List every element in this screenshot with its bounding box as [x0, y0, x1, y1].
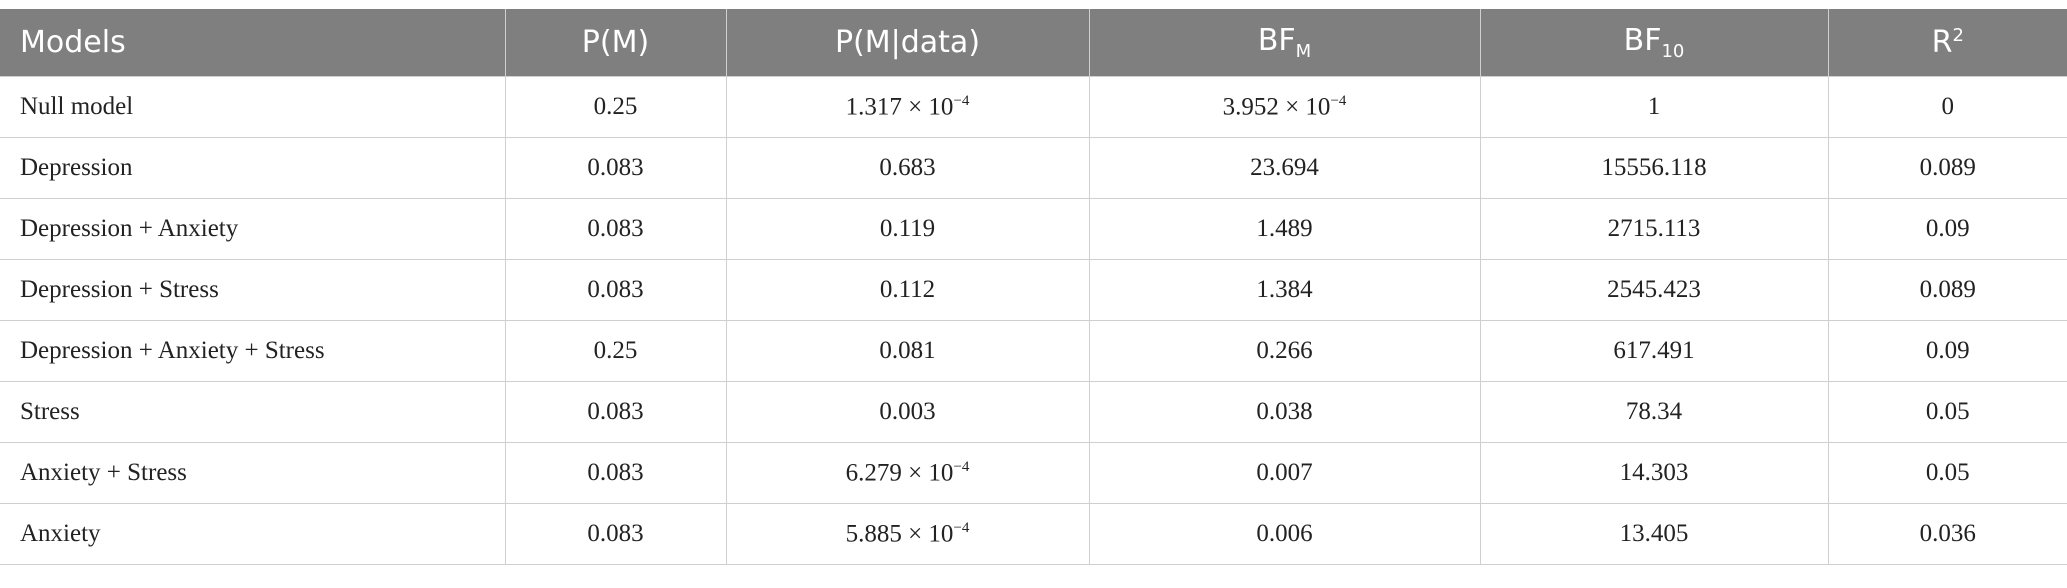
cell-text: 5.885 × 10	[845, 520, 954, 548]
table-cell: 1.489	[1088, 198, 1481, 260]
superscript: −4	[953, 519, 970, 536]
table-cell: 0.038	[1088, 381, 1481, 443]
superscript: 2	[1952, 25, 1964, 46]
superscript: −4	[953, 92, 970, 109]
column-header: BFM	[1089, 9, 1481, 77]
table-cell: 15556.118	[1479, 137, 1829, 199]
table-cell: 0.081	[725, 320, 1090, 382]
cell-text: 1.317 × 10	[845, 93, 954, 121]
table-cell: 5.885 × 10−4	[725, 503, 1090, 565]
table-cell: 78.34	[1479, 381, 1829, 443]
cell-text: R	[1931, 25, 1953, 60]
table-cell: 0.09	[1827, 320, 2067, 382]
model-name: Depression + Stress	[0, 259, 506, 321]
table-cell: 0.25	[504, 320, 727, 382]
model-name: Depression	[0, 137, 506, 199]
cell-text: 3.952 × 10	[1222, 93, 1331, 121]
table-row: Anxiety 0.083 5.885 × 10−4 0.006 13.405 0.036	[0, 503, 2067, 565]
cell-text: 6.279 × 10	[845, 459, 954, 487]
table-cell: 2545.423	[1479, 259, 1829, 321]
column-header: BF10	[1480, 9, 1829, 77]
model-name: Null model	[0, 76, 506, 138]
table-row: Depression + Anxiety 0.083 0.119 1.489 2715.…	[0, 198, 2067, 260]
table-cell: 6.279 × 10−4	[725, 442, 1090, 504]
table-cell: 0.112	[725, 259, 1090, 321]
table-cell: 1.317 × 10−4	[725, 76, 1090, 138]
column-header: P(M)	[505, 9, 727, 77]
table-cell: 0.119	[725, 198, 1090, 260]
superscript: −4	[953, 458, 970, 475]
column-header: P(M|data)	[726, 9, 1090, 77]
table-row: Anxiety + Stress 0.083 6.279 × 10−4 0.007 14…	[0, 442, 2067, 504]
table-cell: 0.266	[1088, 320, 1481, 382]
model-name: Anxiety	[0, 503, 506, 565]
table-cell: 14.303	[1479, 442, 1829, 504]
table-cell: 0.036	[1827, 503, 2067, 565]
table-cell: 0	[1827, 76, 2067, 138]
table-cell: 0.09	[1827, 198, 2067, 260]
model-name: Anxiety + Stress	[0, 442, 506, 504]
column-header: Models	[0, 9, 506, 77]
table-cell: 13.405	[1479, 503, 1829, 565]
table-cell: 23.694	[1088, 137, 1481, 199]
table-cell: 0.006	[1088, 503, 1481, 565]
header-row: Models P(M) P(M|data) BFM BF10 R2	[0, 9, 2067, 77]
table-cell: 0.089	[1827, 259, 2067, 321]
table-cell: 0.083	[504, 137, 727, 199]
table-row: Depression 0.083 0.683 23.694 15556.118 0.089	[0, 137, 2067, 199]
table-cell: 0.003	[725, 381, 1090, 443]
column-header: R2	[1828, 9, 2067, 77]
table-container: Models P(M) P(M|data) BFM BF10 R2 Null model 0…	[0, 9, 2067, 565]
table-cell: 0.007	[1088, 442, 1481, 504]
model-name: Depression + Anxiety	[0, 198, 506, 260]
table-row: Stress 0.083 0.003 0.038 78.34 0.05	[0, 381, 2067, 443]
cell-text: BF	[1623, 23, 1662, 58]
table-cell: 0.089	[1827, 137, 2067, 199]
table-cell: 0.05	[1827, 442, 2067, 504]
superscript: −4	[1330, 92, 1347, 109]
table-row: Depression + Anxiety + Stress 0.25 0.081 0.…	[0, 320, 2067, 382]
table-cell: 1	[1479, 76, 1829, 138]
table-cell: 1.384	[1088, 259, 1481, 321]
table-row: Null model 0.25 1.317 × 10−4 3.952 × 10−4 1 0	[0, 76, 2067, 138]
model-name: Stress	[0, 381, 506, 443]
table-cell: 0.25	[504, 76, 727, 138]
table-cell: 617.491	[1479, 320, 1829, 382]
table-cell: 0.083	[504, 442, 727, 504]
table-cell: 0.083	[504, 381, 727, 443]
table-cell: 3.952 × 10−4	[1088, 76, 1481, 138]
table-cell: 0.083	[504, 198, 727, 260]
table-cell: 0.683	[725, 137, 1090, 199]
subscript: 10	[1661, 41, 1685, 62]
subscript: M	[1295, 41, 1312, 62]
table-cell: 2715.113	[1479, 198, 1829, 260]
cell-text: BF	[1257, 23, 1296, 58]
table-cell: 0.083	[504, 259, 727, 321]
table-cell: 0.083	[504, 503, 727, 565]
results-table: Models P(M) P(M|data) BFM BF10 R2 Null model 0…	[0, 9, 2067, 565]
table-row: Depression + Stress 0.083 0.112 1.384 2545.4…	[0, 259, 2067, 321]
table-cell: 0.05	[1827, 381, 2067, 443]
model-name: Depression + Anxiety + Stress	[0, 320, 506, 382]
table-body: Null model 0.25 1.317 × 10−4 3.952 × 10−4 1 0…	[0, 76, 2067, 565]
